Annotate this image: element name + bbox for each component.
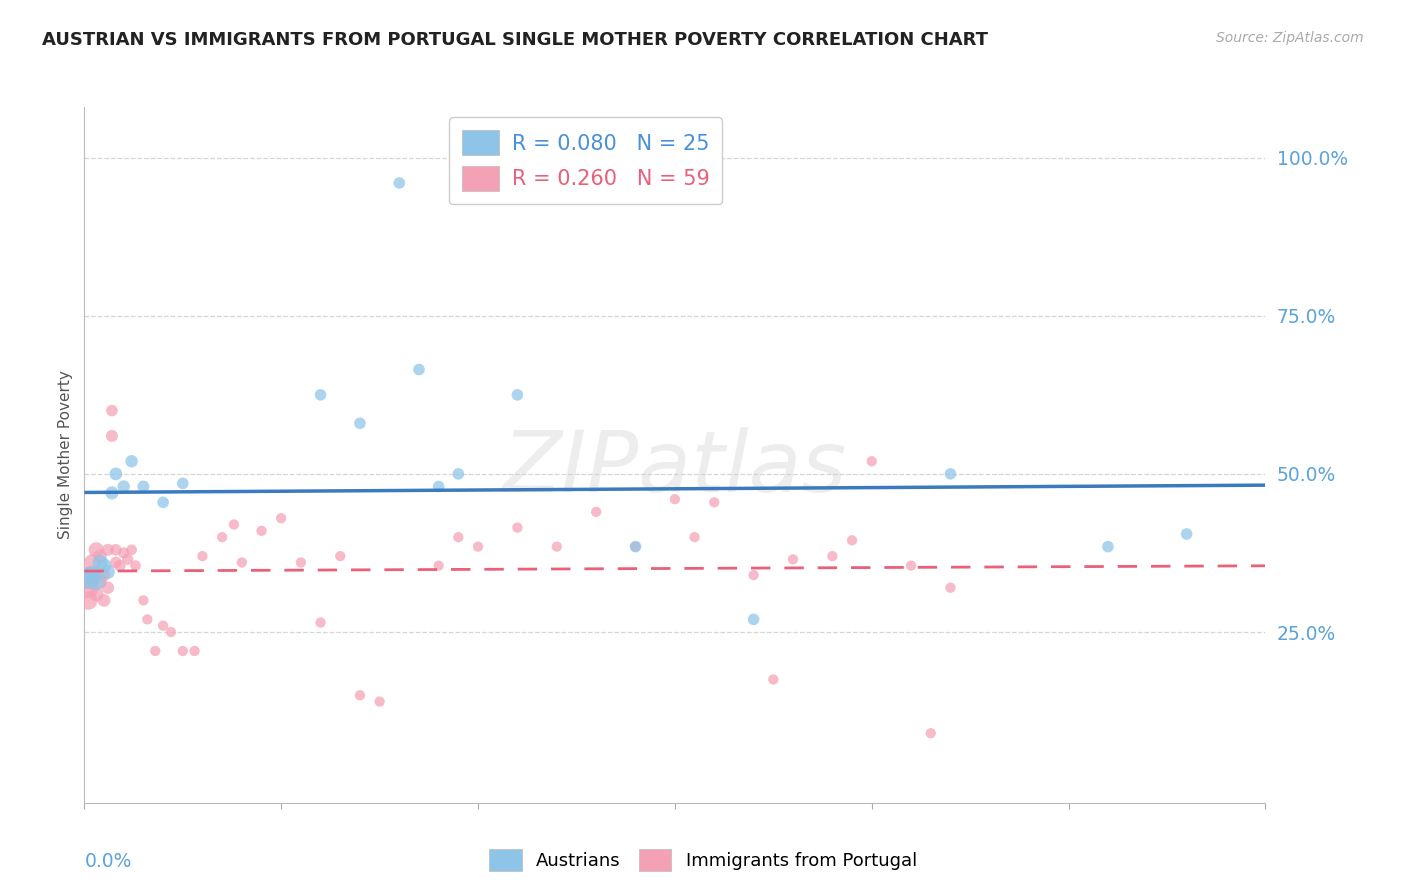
- Point: [683, 530, 706, 544]
- Point: [101, 403, 124, 417]
- Legend: R = 0.080   N = 25, R = 0.260   N = 59: R = 0.080 N = 25, R = 0.260 N = 59: [449, 118, 721, 203]
- Point: [467, 540, 489, 554]
- Point: [427, 479, 450, 493]
- Point: [172, 476, 194, 491]
- Point: [97, 565, 120, 579]
- Point: [1175, 527, 1198, 541]
- Point: [447, 467, 470, 481]
- Point: [77, 571, 100, 585]
- Point: [427, 558, 450, 573]
- Text: Source: ZipAtlas.com: Source: ZipAtlas.com: [1216, 31, 1364, 45]
- Point: [309, 615, 332, 630]
- Point: [349, 688, 371, 702]
- Point: [136, 612, 159, 626]
- Legend: Austrians, Immigrants from Portugal: Austrians, Immigrants from Portugal: [482, 842, 924, 879]
- Point: [368, 695, 391, 709]
- Point: [108, 558, 131, 573]
- Point: [860, 454, 883, 468]
- Point: [77, 581, 100, 595]
- Text: 0.0%: 0.0%: [84, 852, 132, 871]
- Point: [112, 479, 135, 493]
- Point: [101, 486, 124, 500]
- Point: [152, 495, 174, 509]
- Point: [121, 542, 143, 557]
- Point: [77, 593, 100, 607]
- Point: [939, 467, 962, 481]
- Point: [160, 625, 183, 640]
- Point: [89, 574, 111, 589]
- Point: [97, 542, 120, 557]
- Point: [388, 176, 411, 190]
- Point: [222, 517, 245, 532]
- Point: [742, 568, 765, 582]
- Point: [93, 558, 115, 573]
- Point: [104, 542, 127, 557]
- Point: [506, 521, 529, 535]
- Point: [152, 618, 174, 632]
- Point: [183, 644, 205, 658]
- Point: [703, 495, 725, 509]
- Point: [762, 673, 785, 687]
- Point: [172, 644, 194, 658]
- Point: [546, 540, 568, 554]
- Point: [84, 542, 107, 557]
- Point: [84, 574, 107, 589]
- Point: [664, 492, 686, 507]
- Point: [447, 530, 470, 544]
- Point: [112, 546, 135, 560]
- Point: [349, 417, 371, 431]
- Point: [93, 593, 115, 607]
- Point: [82, 556, 104, 570]
- Point: [124, 558, 146, 573]
- Point: [191, 549, 214, 563]
- Point: [84, 587, 107, 601]
- Point: [82, 568, 104, 582]
- Point: [309, 388, 332, 402]
- Point: [624, 540, 647, 554]
- Point: [742, 612, 765, 626]
- Point: [132, 593, 155, 607]
- Point: [117, 552, 139, 566]
- Point: [841, 533, 863, 548]
- Point: [89, 556, 111, 570]
- Point: [143, 644, 166, 658]
- Point: [89, 549, 111, 563]
- Point: [821, 549, 844, 563]
- Point: [290, 556, 312, 570]
- Point: [101, 429, 124, 443]
- Point: [121, 454, 143, 468]
- Point: [104, 556, 127, 570]
- Point: [782, 552, 804, 566]
- Point: [624, 540, 647, 554]
- Point: [329, 549, 352, 563]
- Point: [211, 530, 233, 544]
- Point: [270, 511, 292, 525]
- Point: [82, 568, 104, 582]
- Point: [939, 581, 962, 595]
- Point: [900, 558, 922, 573]
- Point: [93, 568, 115, 582]
- Point: [920, 726, 942, 740]
- Text: AUSTRIAN VS IMMIGRANTS FROM PORTUGAL SINGLE MOTHER POVERTY CORRELATION CHART: AUSTRIAN VS IMMIGRANTS FROM PORTUGAL SIN…: [42, 31, 988, 49]
- Point: [585, 505, 607, 519]
- Point: [250, 524, 273, 538]
- Point: [1097, 540, 1119, 554]
- Y-axis label: Single Mother Poverty: Single Mother Poverty: [58, 370, 73, 540]
- Point: [132, 479, 155, 493]
- Point: [77, 571, 100, 585]
- Point: [231, 556, 253, 570]
- Point: [97, 581, 120, 595]
- Text: ZIPatlas: ZIPatlas: [503, 427, 846, 510]
- Point: [104, 467, 127, 481]
- Point: [506, 388, 529, 402]
- Point: [408, 362, 430, 376]
